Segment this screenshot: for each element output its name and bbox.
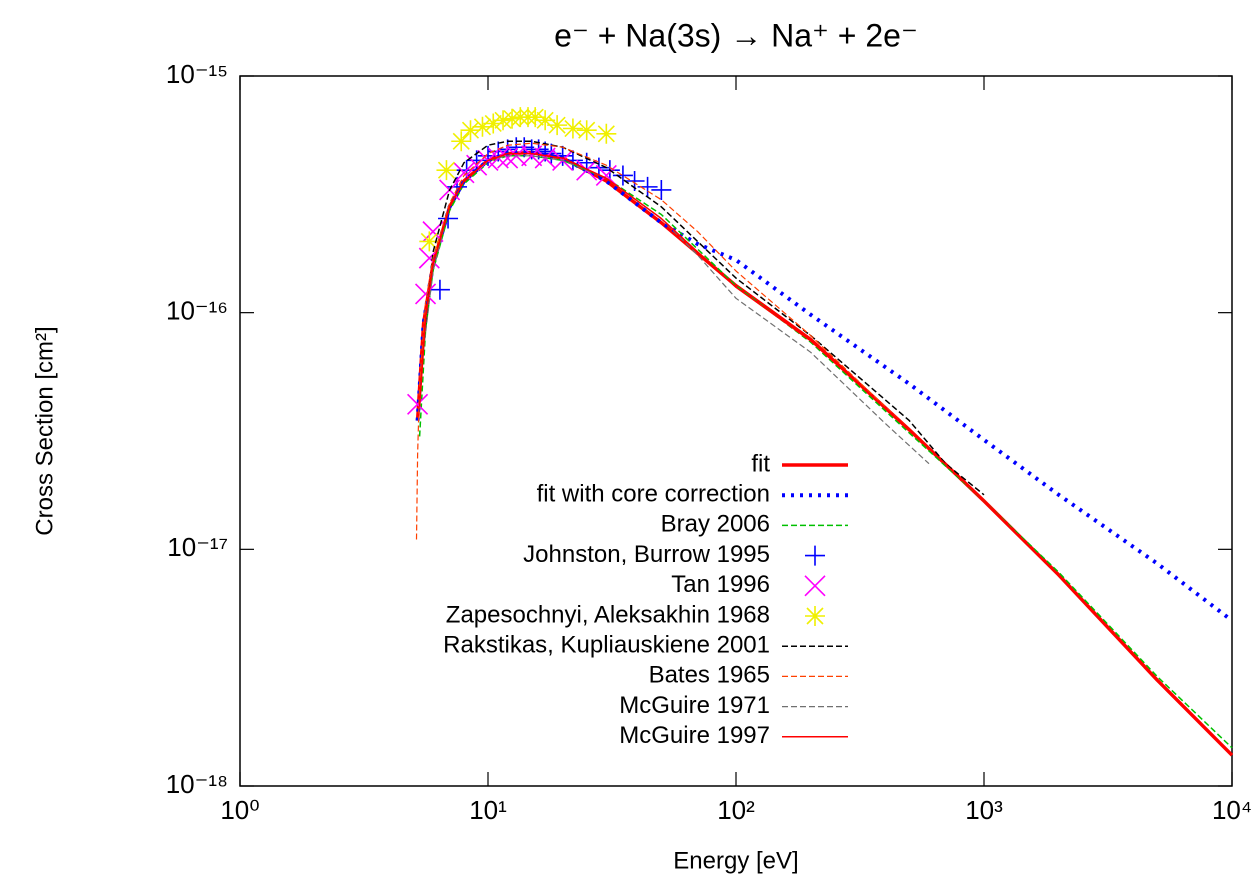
- data-point: [521, 145, 543, 167]
- data-point: [419, 231, 440, 252]
- series-line: [423, 155, 930, 465]
- series-line: [418, 152, 1233, 756]
- data-point: [453, 162, 475, 184]
- series-line: [424, 140, 985, 496]
- series-line: [415, 142, 985, 540]
- legend-label: fit: [751, 450, 770, 477]
- y-axis-label: Cross Section [cm²]: [31, 326, 58, 535]
- series-line: [418, 155, 1233, 749]
- legend-label: Tan 1996: [671, 571, 770, 598]
- data-point: [535, 110, 556, 131]
- x-axis-label: Energy [eV]: [673, 847, 798, 874]
- legend-marker: [805, 545, 825, 566]
- series-line: [415, 150, 1234, 757]
- legend-label: Bates 1965: [649, 662, 770, 689]
- data-point: [525, 107, 546, 128]
- y-tick-label: 10⁻¹⁶: [166, 296, 228, 326]
- legend-label: Johnston, Burrow 1995: [523, 541, 770, 568]
- data-point: [429, 279, 450, 300]
- x-tick-label: 10¹: [469, 795, 507, 825]
- data-point: [612, 165, 633, 186]
- legend-label: Zapesochnyi, Aleksakhin 1968: [446, 601, 770, 628]
- data-point: [502, 108, 523, 129]
- data-point: [493, 110, 514, 131]
- data-point: [407, 393, 429, 415]
- chart-title: e⁻ + Na(3s) → Na⁺ + 2e⁻: [554, 17, 918, 53]
- data-point: [451, 131, 472, 152]
- data-point: [651, 179, 672, 200]
- data-point: [478, 145, 498, 166]
- legend-marker: [805, 606, 825, 626]
- y-tick-label: 10⁻¹⁷: [167, 532, 228, 562]
- data-point: [497, 147, 519, 169]
- legend-label: McGuire 1971: [619, 692, 770, 719]
- data-point: [596, 123, 617, 144]
- data-point: [541, 143, 562, 164]
- legend-label: Bray 2006: [661, 511, 770, 538]
- data-point: [552, 145, 573, 166]
- x-tick-label: 10⁴: [1212, 795, 1252, 825]
- legend-label: fit with core correction: [537, 481, 770, 508]
- x-tick-label: 10⁰: [220, 795, 259, 825]
- data-point: [472, 116, 493, 137]
- data-point: [460, 120, 481, 141]
- legend-marker: [804, 575, 826, 597]
- data-point: [547, 115, 568, 136]
- data-point: [576, 120, 597, 141]
- legend-label: Rakstikas, Kupliauskiene 2001: [443, 632, 770, 659]
- legend-label: McGuire 1997: [619, 722, 770, 749]
- y-tick-label: 10⁻¹⁸: [166, 769, 228, 799]
- data-point: [414, 283, 437, 305]
- x-tick-label: 10²: [717, 795, 755, 825]
- data-point: [562, 118, 583, 139]
- y-tick-label: 10⁻¹⁵: [166, 59, 228, 89]
- data-point: [436, 160, 457, 181]
- data-point: [483, 113, 504, 134]
- x-tick-label: 10³: [965, 795, 1003, 825]
